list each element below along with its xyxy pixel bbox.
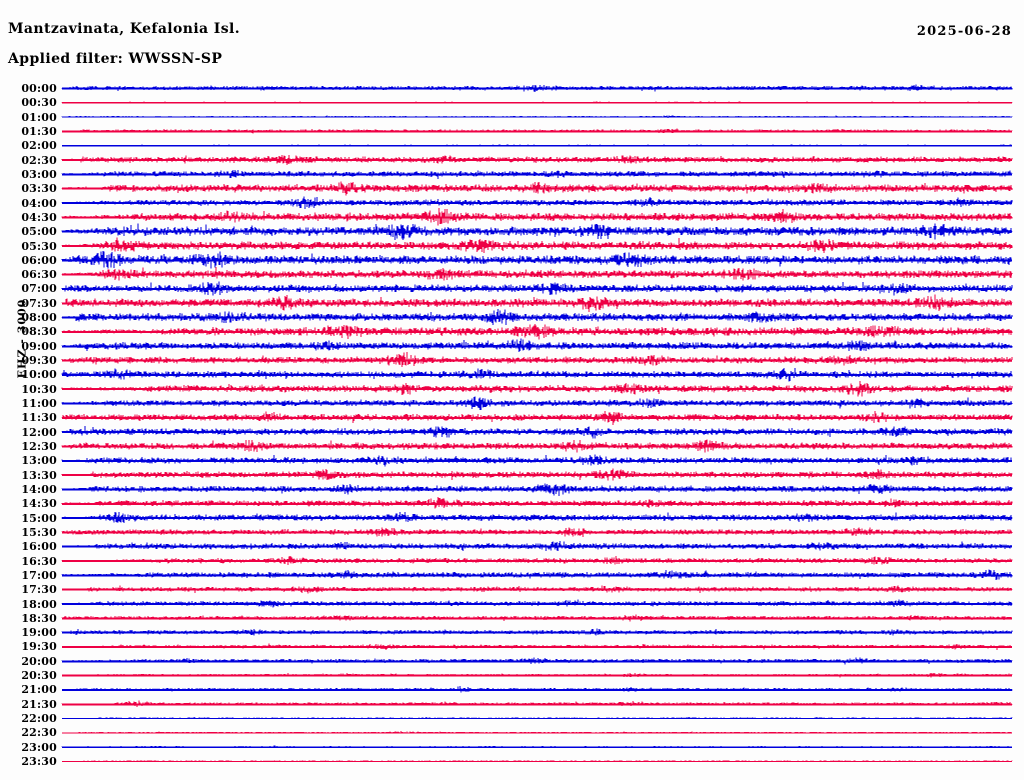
time-label: 03:30 <box>21 182 57 196</box>
time-label: 14:00 <box>21 482 57 496</box>
time-label: 11:00 <box>21 397 57 411</box>
date-label: 2025-06-28 <box>916 24 1012 39</box>
time-label: 17:30 <box>21 583 57 597</box>
time-label: 00:30 <box>21 96 57 110</box>
time-label: 08:30 <box>21 325 57 339</box>
time-label: 10:00 <box>21 368 57 382</box>
time-label: 05:00 <box>21 225 57 239</box>
time-label: 23:30 <box>21 755 57 769</box>
time-label: 08:00 <box>21 311 57 325</box>
time-label: 15:30 <box>21 525 57 539</box>
time-label: 19:00 <box>21 626 57 640</box>
time-label: 17:00 <box>21 568 57 582</box>
time-label: 09:00 <box>21 339 57 353</box>
time-label: 07:30 <box>21 296 57 310</box>
time-label: 20:00 <box>21 654 57 668</box>
time-label: 03:00 <box>21 167 57 181</box>
time-label: 04:30 <box>21 210 57 224</box>
time-label: 16:00 <box>21 540 57 554</box>
time-label: 01:30 <box>21 124 57 138</box>
time-label: 05:30 <box>21 239 57 253</box>
time-label: 14:30 <box>21 497 57 511</box>
time-label: 12:00 <box>21 425 57 439</box>
time-label: 11:30 <box>21 411 57 425</box>
time-label: 06:30 <box>21 268 57 282</box>
time-label: 18:00 <box>21 597 57 611</box>
time-label: 02:00 <box>21 139 57 153</box>
time-label: 15:00 <box>21 511 57 525</box>
time-label: 23:00 <box>21 740 57 754</box>
time-label: 02:30 <box>21 153 57 167</box>
time-label: 12:30 <box>21 440 57 453</box>
time-label: 21:00 <box>21 683 57 697</box>
time-label: 01:00 <box>21 110 57 124</box>
time-label: 19:30 <box>21 640 57 654</box>
time-label: 20:30 <box>21 669 57 683</box>
time-label: 10:30 <box>21 382 57 396</box>
time-label: 00:00 <box>21 82 57 95</box>
time-label: 22:00 <box>21 712 57 726</box>
time-label: 22:30 <box>21 726 57 740</box>
time-label: 06:00 <box>21 253 57 267</box>
filter-label: Applied filter: WWSSN-SP <box>8 51 223 67</box>
time-label: 09:30 <box>21 354 57 368</box>
time-label: 13:00 <box>21 454 57 468</box>
time-label: 18:30 <box>21 611 57 625</box>
page-title: Mantzavinata, Kefalonia Isl. <box>8 21 241 37</box>
time-label: 16:30 <box>21 554 57 568</box>
time-label: 21:30 <box>21 697 57 711</box>
time-label: 13:30 <box>21 468 57 482</box>
time-label: 07:00 <box>21 282 57 296</box>
time-label: 04:00 <box>21 196 57 210</box>
